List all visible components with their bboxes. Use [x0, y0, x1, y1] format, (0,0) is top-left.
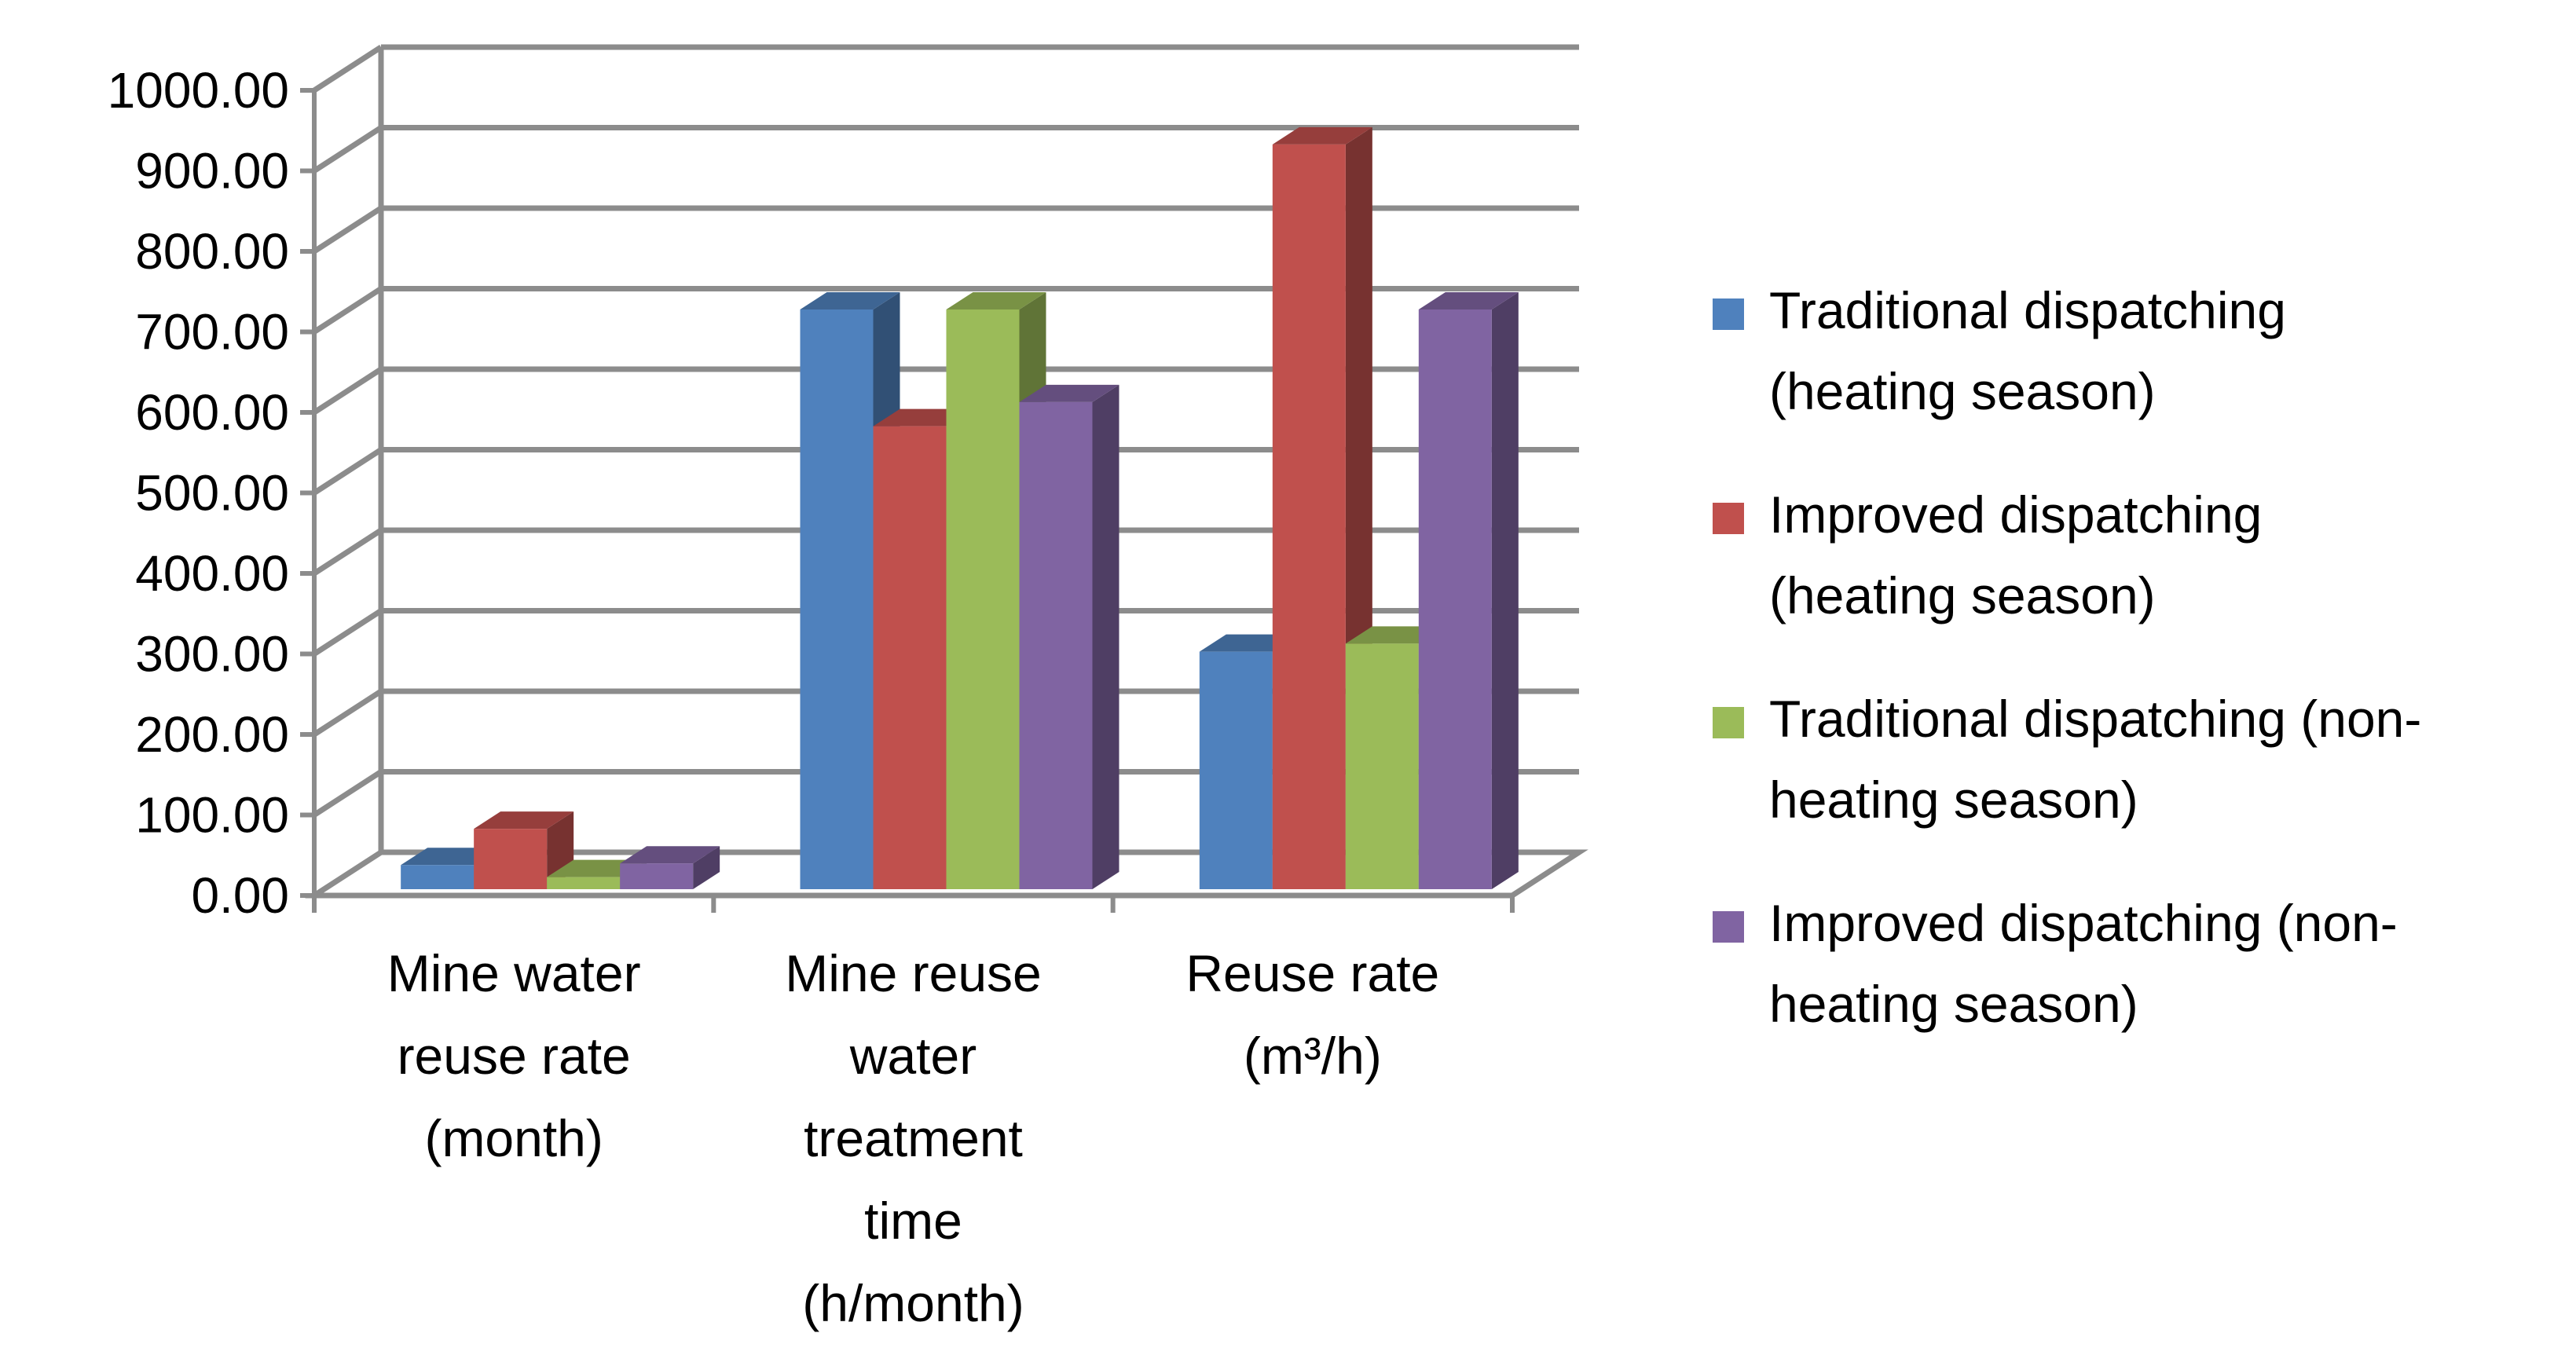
- y-tick-label: 300.00: [135, 626, 289, 683]
- gridline-side: [313, 286, 383, 335]
- gridline-side: [313, 447, 383, 496]
- bar-series-3-category-1: [1019, 384, 1119, 889]
- bar-top: [620, 846, 720, 864]
- bar-side: [1491, 292, 1519, 889]
- x-category-label: Mine reuse water treatment time (h/month): [785, 944, 1042, 1332]
- bar-top: [1272, 126, 1372, 145]
- legend-swatch: [1713, 911, 1744, 943]
- bar-front: [401, 865, 475, 889]
- gridline-side: [313, 125, 383, 174]
- y-tick-label: 500.00: [135, 465, 289, 522]
- bar-top: [800, 292, 900, 309]
- bar-top: [1418, 292, 1519, 309]
- y-tick-label: 400.00: [135, 545, 289, 602]
- y-tick-label: 1000.00: [108, 62, 289, 119]
- legend: Traditional dispatching (heating season) I…: [1713, 281, 2421, 1033]
- bar-side: [693, 846, 720, 889]
- bar-top: [474, 811, 574, 829]
- bar-front: [474, 829, 548, 889]
- bar-front: [1345, 643, 1419, 889]
- y-tick-label: 800.00: [135, 223, 289, 280]
- gridline-side: [313, 769, 383, 818]
- bars: [401, 126, 1519, 889]
- legend-entry-0: Traditional dispatching (heating season): [1713, 281, 2286, 420]
- bar-front: [800, 309, 874, 889]
- y-tick-label: 100.00: [135, 787, 289, 844]
- bar-front: [547, 877, 621, 889]
- bar-top: [1019, 384, 1119, 402]
- bar-front: [873, 426, 947, 889]
- x-category-label: Mine water reuse rate (month): [387, 944, 641, 1167]
- legend-label: Improved dispatching (non-heating season…: [1769, 894, 2398, 1033]
- y-tick-label: 0.00: [191, 867, 289, 924]
- x-category-label: Reuse rate (m³/h): [1185, 944, 1439, 1085]
- bar-front: [946, 309, 1020, 889]
- legend-entry-2: Traditional dispatching (non-heating sea…: [1713, 690, 2421, 829]
- gridline-side: [313, 689, 383, 737]
- legend-swatch: [1713, 298, 1744, 330]
- gridline-side: [313, 528, 383, 576]
- y-tick-label: 700.00: [135, 304, 289, 361]
- legend-entry-3: Improved dispatching (non-heating season…: [1713, 894, 2398, 1033]
- legend-entry-1: Improved dispatching (heating season): [1713, 485, 2262, 624]
- y-axis-tick-labels: 0.00 100.00 200.00 300.00 400.00 500.00 600.00…: [108, 62, 289, 924]
- bar-front: [1199, 651, 1273, 889]
- legend-swatch: [1713, 707, 1744, 738]
- bar-top: [946, 292, 1046, 309]
- gridline-side: [313, 45, 383, 93]
- legend-label: Traditional dispatching (non-heating sea…: [1769, 690, 2421, 829]
- y-tick-label: 900.00: [135, 143, 289, 200]
- legend-label: Traditional dispatching (heating season): [1769, 281, 2286, 420]
- bar-front: [1272, 144, 1346, 889]
- legend-label: Improved dispatching (heating season): [1769, 485, 2262, 624]
- bar-series-3-category-0: [620, 846, 720, 889]
- gridline-side: [313, 608, 383, 657]
- bar-front: [1418, 309, 1492, 889]
- y-tick-label: 200.00: [135, 706, 289, 763]
- legend-swatch: [1713, 503, 1744, 534]
- x-axis-category-labels: Mine water reuse rate (month) Mine reuse wat…: [387, 944, 1439, 1332]
- bar-front: [1019, 401, 1093, 889]
- axes: [300, 88, 1515, 913]
- gridline-side: [313, 367, 383, 415]
- gridline-side: [313, 206, 383, 254]
- bar-series-3-category-2: [1418, 292, 1519, 889]
- bar-front: [620, 863, 694, 889]
- y-tick-label: 600.00: [135, 384, 289, 441]
- bar-side: [1092, 384, 1119, 889]
